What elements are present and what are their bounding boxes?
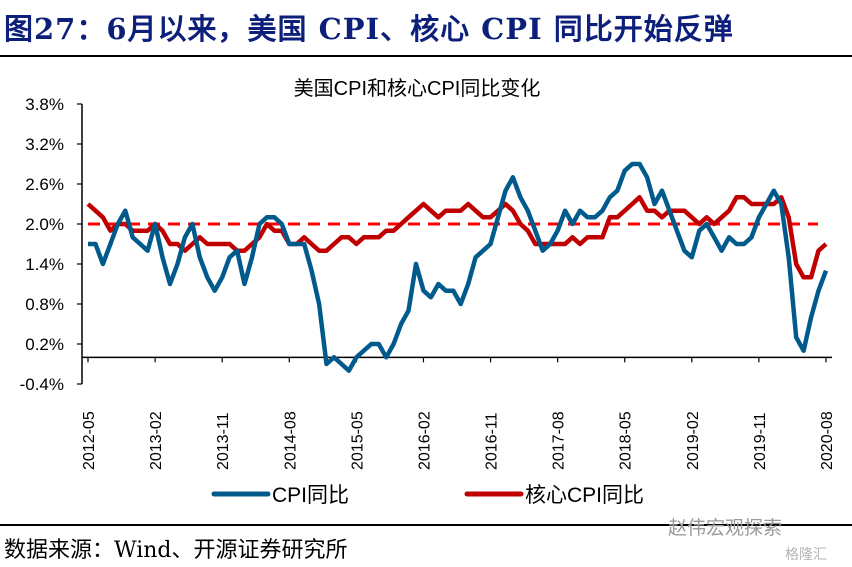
x-tick-label: 2018-05 — [618, 411, 635, 470]
figure-title: 图27：6月以来，美国 CPI、核心 CPI 同比开始反弹 — [4, 12, 734, 46]
y-tick-label: 2.0% — [25, 215, 64, 234]
y-axis: 3.8% 3.2% 2.6% 2.0% 1.4% 0.8% 0.2% -0.4% — [20, 95, 83, 394]
legend-label-cpi: CPI同比 — [272, 484, 349, 507]
y-tick-label: 0.2% — [25, 335, 64, 354]
x-tick-label: 2013-02 — [148, 411, 165, 470]
x-tick-label: 2020-08 — [819, 411, 836, 470]
y-tick-label: 0.8% — [25, 295, 64, 314]
x-tick-label: 2012-05 — [81, 411, 98, 470]
x-tick-label: 2014-08 — [282, 411, 299, 470]
y-tick-label: 3.8% — [25, 95, 64, 114]
x-tick-label: 2016-11 — [484, 412, 501, 470]
chart-title: 美国CPI和核心CPI同比变化 — [294, 77, 541, 100]
x-tick-label: 2013-11 — [215, 412, 232, 470]
series-group — [86, 161, 829, 373]
y-tick-label: 1.4% — [25, 255, 64, 274]
x-tick-label: 2019-02 — [685, 411, 702, 470]
watermark-site: 格隆汇 — [785, 546, 827, 562]
y-tick-label: 2.6% — [25, 175, 64, 194]
watermark-account: 赵伟宏观探索 — [668, 518, 783, 539]
core-cpi-series-line — [86, 195, 828, 280]
legend-label-core: 核心CPI同比 — [525, 484, 644, 507]
x-tick-label: 2015-05 — [349, 411, 366, 470]
bottom-divider — [0, 524, 852, 526]
y-tick-label: 3.2% — [25, 135, 64, 154]
y-tick-label: -0.4% — [20, 375, 64, 394]
source-note: 数据来源：Wind、开源证券研究所 — [4, 538, 348, 563]
x-tick-label: 2016-02 — [416, 411, 433, 470]
cpi-series-line — [88, 161, 829, 373]
legend: CPI同比 核心CPI同比 — [211, 484, 644, 507]
x-axis: 2012-05 2013-02 2013-11 2014-08 2015-05 2016-… — [81, 356, 836, 470]
x-tick-label: 2019-11 — [752, 412, 769, 470]
top-divider — [0, 55, 852, 57]
x-tick-label: 2017-08 — [551, 411, 568, 470]
